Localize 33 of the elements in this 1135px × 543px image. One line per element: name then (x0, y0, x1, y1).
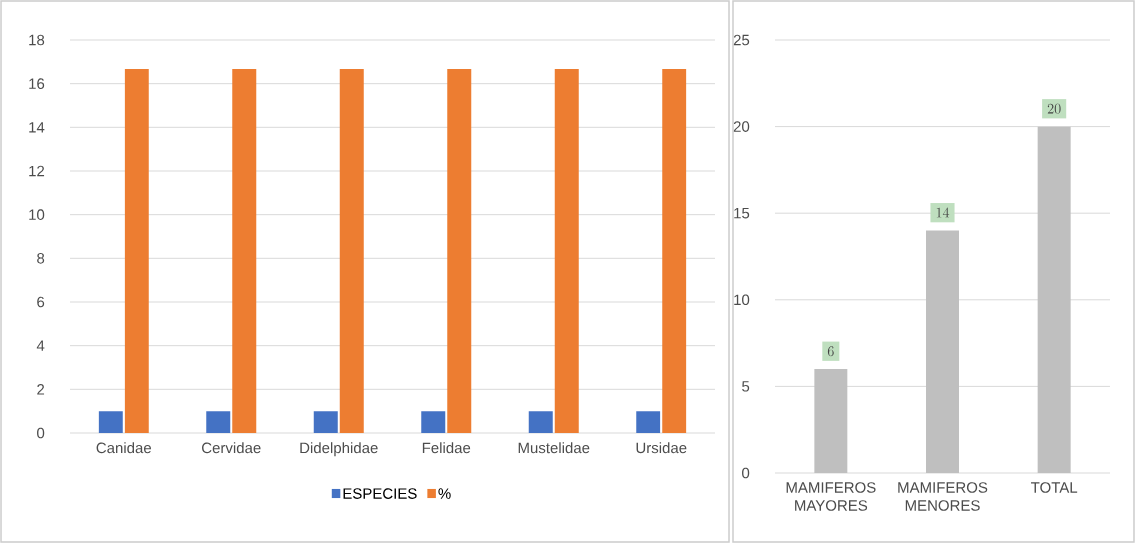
y-tick-label: 6 (37, 296, 45, 308)
y-tick-label: 5 (742, 381, 750, 392)
data-label: 14 (936, 207, 950, 218)
y-tick-label: 20 (733, 121, 750, 132)
data-label: 20 (1047, 103, 1061, 114)
x-tick-label: TOTAL (1031, 482, 1078, 493)
x-tick-label: Mustelidae (518, 442, 590, 454)
x-tick-label: Ursidae (636, 442, 687, 454)
y-tick-label: 10 (734, 294, 750, 306)
bar (1037, 126, 1071, 473)
bar (926, 230, 959, 473)
y-tick-label: 16 (29, 78, 45, 89)
y-tick-label: 2 (37, 384, 45, 395)
legend-label: % (438, 488, 451, 499)
legend-label: ESPECIES (343, 488, 417, 499)
bar (814, 369, 848, 473)
y-tick-label: 18 (29, 34, 45, 46)
y-tick-label: 15 (734, 207, 750, 219)
y-tick-label: 0 (742, 467, 750, 479)
x-tick-label: Cervidae (202, 442, 261, 454)
y-tick-label: 4 (36, 340, 45, 351)
y-tick-label: 10 (29, 209, 45, 220)
y-tick-label: 8 (37, 253, 45, 264)
y-tick-label: 0 (37, 427, 45, 439)
x-tick-label: MAMIFEROS MENORES (898, 482, 988, 511)
y-tick-label: 14 (29, 122, 45, 133)
x-tick-label: Didelphidae (300, 442, 378, 457)
x-tick-label: MAMIFEROS MAYORES (786, 482, 876, 511)
y-tick-label: 12 (29, 165, 45, 177)
data-label: 6 (827, 346, 834, 357)
y-tick-label: 25 (733, 34, 750, 46)
x-tick-label: Canidae (96, 442, 152, 454)
x-tick-label: Felidae (422, 442, 471, 454)
